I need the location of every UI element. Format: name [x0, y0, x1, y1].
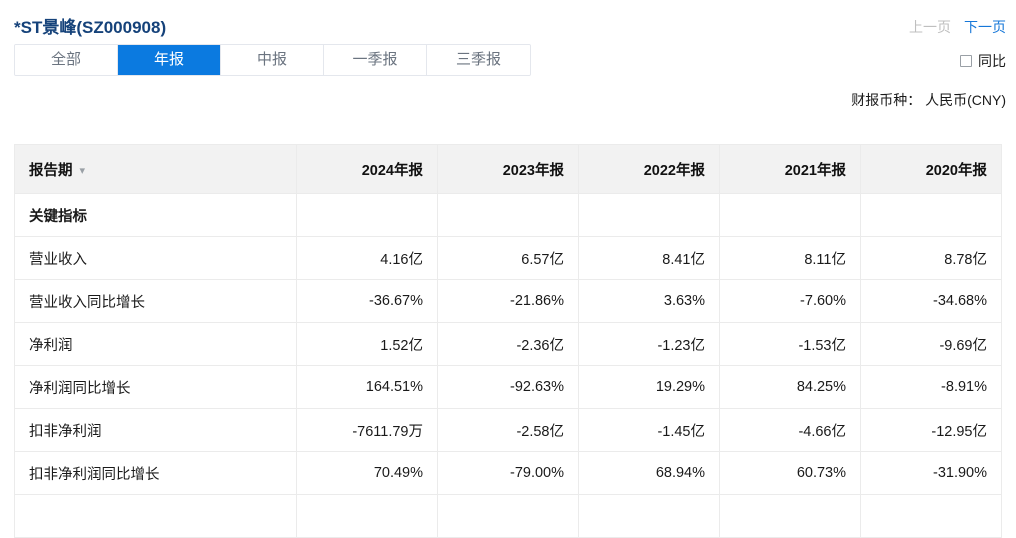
row-label: 关键指标: [14, 193, 297, 237]
column-header-2023: 2023年报: [437, 144, 579, 194]
chevron-down-icon[interactable]: ▾: [79, 164, 86, 177]
table-row: 营业收入 4.16亿 6.57亿 8.41亿 8.11亿 8.78亿: [14, 236, 1002, 280]
row-value: [437, 193, 579, 237]
row-value: 19.29%: [578, 365, 720, 409]
row-value: 3.63%: [578, 279, 720, 323]
financial-table-wrapper: 报告期 ▾ 2024年报 2023年报 2022年报 2021年报 2020年报 …: [14, 144, 1002, 538]
row-value: -34.68%: [860, 279, 1002, 323]
tab-interim[interactable]: 中报: [221, 45, 324, 75]
row-value: -8.91%: [860, 365, 1002, 409]
row-value: -1.45亿: [578, 408, 720, 452]
next-page-link[interactable]: 下一页: [964, 19, 1006, 35]
row-value: [437, 494, 579, 538]
row-label: 扣非净利润同比增长: [14, 451, 297, 495]
column-header-2020: 2020年报: [860, 144, 1002, 194]
table-header: 报告期 ▾ 2024年报 2023年报 2022年报 2021年报 2020年报: [14, 144, 1002, 194]
checkbox-icon[interactable]: [960, 55, 972, 67]
tab-annual[interactable]: 年报: [118, 45, 221, 75]
table-row: 扣非净利润 -7611.79万 -2.58亿 -1.45亿 -4.66亿 -12…: [14, 408, 1002, 452]
row-value: [719, 494, 861, 538]
row-value: 68.94%: [578, 451, 720, 495]
row-value: -9.69亿: [860, 322, 1002, 366]
tab-all[interactable]: 全部: [15, 45, 118, 75]
row-value: -21.86%: [437, 279, 579, 323]
page-title: *ST景峰(SZ000908): [14, 18, 167, 37]
currency-line: 财报币种： 人民币(CNY): [0, 84, 1016, 118]
tab-bar: 全部 年报 中报 一季报 三季报 同比: [0, 40, 1016, 84]
row-value: -79.00%: [437, 451, 579, 495]
row-label: 营业收入: [14, 236, 297, 280]
row-value: 8.11亿: [719, 236, 861, 280]
row-value: [860, 193, 1002, 237]
row-value: [719, 193, 861, 237]
currency-label: 财报币种： 人民币(CNY): [851, 92, 1006, 108]
row-value: 60.73%: [719, 451, 861, 495]
row-value: -12.95亿: [860, 408, 1002, 452]
row-value: -7611.79万: [296, 408, 438, 452]
tab-q1[interactable]: 一季报: [324, 45, 427, 75]
column-header-2021: 2021年报: [719, 144, 861, 194]
row-label: 净利润: [14, 322, 297, 366]
row-label: 扣非净利润: [14, 408, 297, 452]
row-value: -1.53亿: [719, 322, 861, 366]
row-value: -36.67%: [296, 279, 438, 323]
table-row: [14, 494, 1002, 538]
row-value: [578, 193, 720, 237]
report-period-tabs: 全部 年报 中报 一季报 三季报: [14, 44, 531, 76]
table-row: 净利润 1.52亿 -2.36亿 -1.23亿 -1.53亿 -9.69亿: [14, 322, 1002, 366]
row-value: 8.41亿: [578, 236, 720, 280]
table-body: 关键指标 营业收入 4.16亿 6.57亿 8.41亿 8.11亿 8.78亿: [14, 193, 1002, 538]
row-value: [296, 193, 438, 237]
row-value: 70.49%: [296, 451, 438, 495]
column-header-period-label: 报告期: [29, 162, 73, 179]
column-header-period[interactable]: 报告期 ▾: [14, 144, 297, 194]
prev-page-link[interactable]: 上一页: [909, 19, 951, 35]
table-row: 净利润同比增长 164.51% -92.63% 19.29% 84.25% -8…: [14, 365, 1002, 409]
yoy-checkbox[interactable]: 同比: [960, 51, 1006, 71]
table-row: 营业收入同比增长 -36.67% -21.86% 3.63% -7.60% -3…: [14, 279, 1002, 323]
row-label: [14, 494, 297, 538]
row-value: -4.66亿: [719, 408, 861, 452]
row-value: 4.16亿: [296, 236, 438, 280]
row-value: [578, 494, 720, 538]
row-label: 营业收入同比增长: [14, 279, 297, 323]
row-value: -92.63%: [437, 365, 579, 409]
row-value: 1.52亿: [296, 322, 438, 366]
table-header-row: 报告期 ▾ 2024年报 2023年报 2022年报 2021年报 2020年报: [14, 144, 1002, 194]
column-header-2024: 2024年报: [296, 144, 438, 194]
pagination-controls: 上一页 下一页: [909, 17, 1006, 37]
row-value: 164.51%: [296, 365, 438, 409]
top-bar: *ST景峰(SZ000908) 上一页 下一页: [0, 0, 1016, 40]
row-value: -1.23亿: [578, 322, 720, 366]
column-header-2022: 2022年报: [578, 144, 720, 194]
row-value: -2.36亿: [437, 322, 579, 366]
financial-table: 报告期 ▾ 2024年报 2023年报 2022年报 2021年报 2020年报 …: [14, 144, 1002, 538]
row-value: [860, 494, 1002, 538]
row-value: -31.90%: [860, 451, 1002, 495]
table-row: 扣非净利润同比增长 70.49% -79.00% 68.94% 60.73% -…: [14, 451, 1002, 495]
row-value: 8.78亿: [860, 236, 1002, 280]
row-value: [296, 494, 438, 538]
row-label: 净利润同比增长: [14, 365, 297, 409]
yoy-checkbox-label: 同比: [978, 53, 1006, 69]
tab-q3[interactable]: 三季报: [427, 45, 530, 75]
row-value: -2.58亿: [437, 408, 579, 452]
table-row: 关键指标: [14, 193, 1002, 237]
row-value: 84.25%: [719, 365, 861, 409]
row-value: -7.60%: [719, 279, 861, 323]
row-value: 6.57亿: [437, 236, 579, 280]
